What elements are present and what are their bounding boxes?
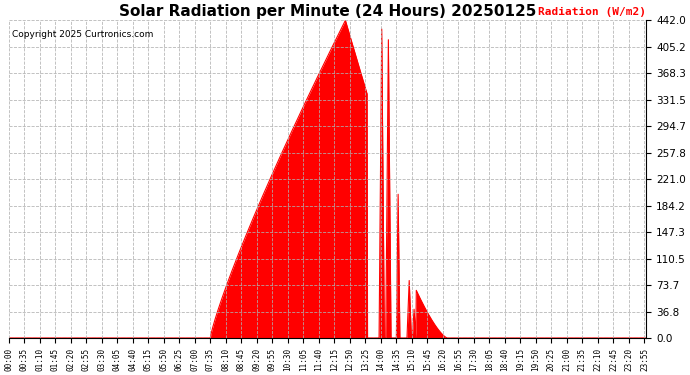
Title: Solar Radiation per Minute (24 Hours) 20250125: Solar Radiation per Minute (24 Hours) 20…	[119, 4, 536, 19]
Text: Radiation (W/m2): Radiation (W/m2)	[538, 7, 647, 17]
Text: Copyright 2025 Curtronics.com: Copyright 2025 Curtronics.com	[12, 30, 153, 39]
